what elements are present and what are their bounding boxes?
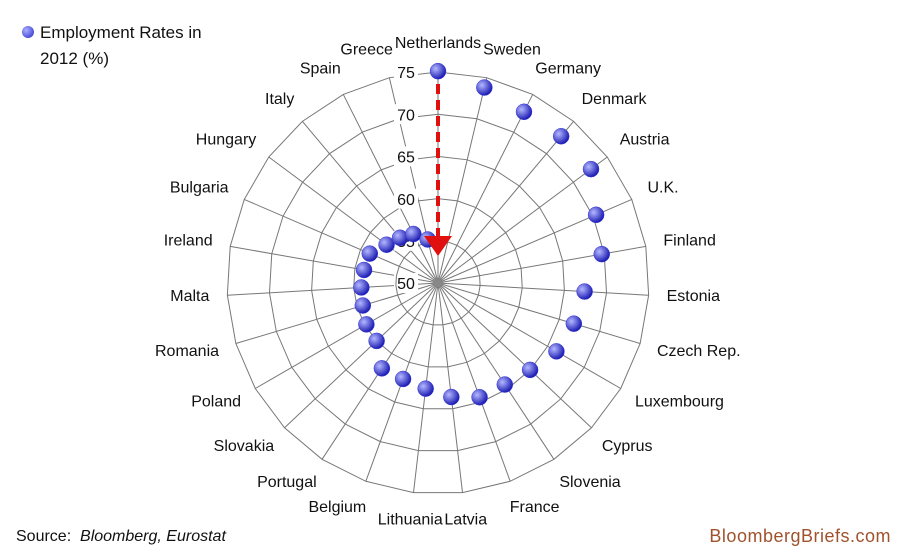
tick-label-bg — [394, 188, 418, 209]
data-point — [582, 160, 600, 178]
category-label: Sweden — [483, 42, 541, 59]
data-point — [443, 388, 460, 406]
data-point — [355, 261, 373, 279]
spoke — [437, 156, 608, 284]
data-point — [394, 370, 412, 388]
grid-ring — [311, 155, 565, 410]
tick-label-bg — [394, 104, 418, 125]
category-label: Estonia — [667, 288, 720, 305]
category-label: Germany — [535, 61, 601, 78]
category-label: France — [510, 499, 560, 516]
tick-label-bg — [394, 62, 418, 82]
category-label: Cyprus — [602, 438, 653, 455]
category-label: Greece — [340, 42, 393, 59]
category-label: Spain — [300, 61, 341, 78]
grid-center — [434, 279, 442, 287]
spoke — [437, 282, 555, 460]
data-point — [515, 103, 533, 121]
category-label: Slovenia — [559, 474, 620, 491]
category-label: Malta — [170, 288, 209, 305]
r-tick-label: 60 — [397, 192, 415, 209]
category-label: U.K. — [647, 180, 678, 197]
data-point — [353, 279, 370, 296]
data-point — [548, 343, 565, 360]
data-point — [521, 361, 539, 379]
spoke — [255, 282, 439, 389]
data-point — [373, 360, 391, 377]
category-label: Romania — [155, 343, 219, 360]
spoke — [437, 245, 646, 284]
grid-ring — [226, 71, 650, 494]
category-label: Belgium — [308, 499, 366, 516]
data-point — [368, 332, 385, 350]
data-point — [587, 206, 605, 224]
data-point — [471, 388, 488, 406]
spoke — [342, 94, 439, 284]
category-label: Bulgaria — [170, 180, 229, 197]
category-label: Portugal — [257, 474, 317, 491]
category-label: Netherlands — [395, 35, 481, 52]
legend: Employment Rates in 2012 (%) — [40, 23, 202, 68]
spoke — [437, 282, 649, 296]
data-point — [496, 376, 514, 393]
tick-label-bg — [394, 273, 418, 293]
data-point — [361, 245, 379, 262]
data-point — [565, 315, 583, 332]
r-tick-label: 65 — [397, 150, 415, 167]
category-label: Latvia — [444, 512, 487, 529]
spoke — [437, 94, 534, 284]
data-point — [476, 79, 493, 96]
tick-label-bg — [394, 146, 418, 167]
category-label: Slovakia — [214, 438, 275, 455]
spoke — [301, 121, 439, 284]
grid-ring — [268, 113, 608, 452]
category-label: Luxembourg — [635, 394, 724, 411]
data-point — [576, 283, 593, 300]
grid-ring — [395, 240, 481, 326]
spoke — [284, 282, 439, 429]
category-label: Italy — [265, 91, 294, 108]
data-point — [593, 245, 610, 263]
category-label: Hungary — [196, 131, 256, 148]
spoke — [437, 77, 488, 284]
data-point — [552, 127, 570, 145]
source-text: Bloomberg, Eurostat — [80, 528, 226, 545]
data-point — [358, 316, 375, 333]
data-point — [378, 236, 395, 253]
brand: BloombergBriefs.com — [709, 526, 891, 546]
spoke — [268, 156, 439, 284]
category-label: Denmark — [582, 91, 648, 108]
grid-ring — [353, 198, 523, 368]
category-label: Austria — [620, 131, 670, 148]
data-point — [429, 62, 447, 80]
spoke — [437, 282, 641, 344]
spoke — [437, 282, 511, 482]
category-label: Czech Rep. — [657, 343, 741, 360]
annotation-arrow-head — [424, 236, 452, 256]
source-label: Source: — [16, 528, 72, 545]
source: Source: Bloomberg, Eurostat — [16, 528, 226, 546]
category-label: Finland — [663, 233, 715, 250]
legend-marker — [22, 26, 34, 38]
spoke — [437, 121, 575, 284]
spoke — [437, 282, 592, 429]
r-tick-label: 50 — [397, 276, 415, 293]
category-label: Ireland — [164, 233, 213, 250]
spoke — [235, 282, 439, 344]
spoke — [244, 198, 439, 284]
spoke — [437, 282, 621, 389]
category-label: Lithuania — [378, 512, 443, 529]
r-tick-label: 75 — [397, 65, 415, 82]
category-label: Poland — [191, 394, 241, 411]
data-point — [354, 297, 372, 314]
spoke — [437, 282, 463, 493]
r-tick-label: 70 — [397, 107, 415, 124]
data-point — [417, 380, 434, 397]
data-point — [405, 225, 422, 243]
